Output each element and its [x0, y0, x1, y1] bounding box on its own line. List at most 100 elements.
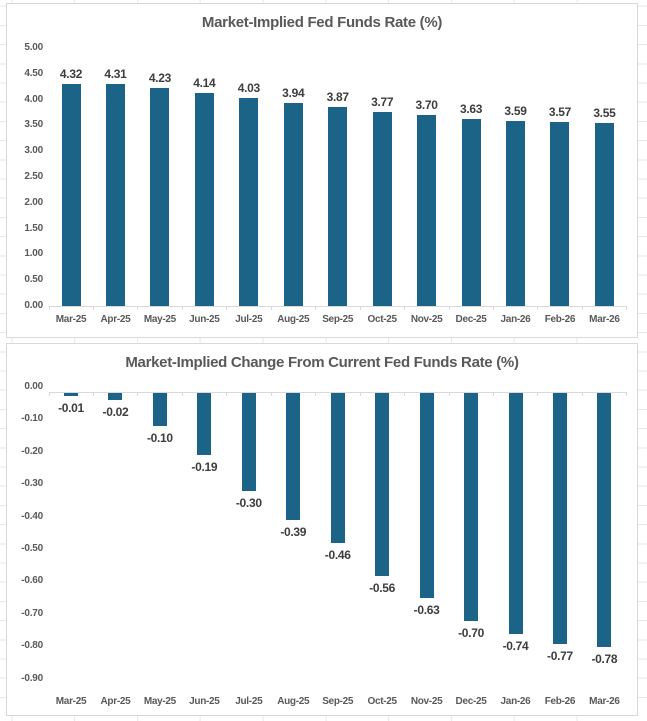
data-label: -0.70 [458, 626, 484, 641]
axis-tick-mark [270, 392, 272, 396]
fed-funds-rate-chart[interactable]: Market-Implied Fed Funds Rate (%) 5.00 4.… [6, 3, 638, 338]
data-label: -0.78 [591, 652, 618, 667]
category-axis-line [48, 392, 627, 393]
y-axis-tick-label: -0.50 [21, 543, 43, 554]
bar[interactable] [108, 393, 123, 400]
axis-tick-mark [270, 306, 272, 310]
data-label: -0.77 [547, 649, 573, 664]
axis-tick-mark [226, 306, 228, 310]
bar[interactable] [286, 393, 301, 521]
x-axis-label: Oct-25 [367, 696, 397, 707]
bar[interactable] [283, 103, 303, 306]
bar[interactable] [375, 393, 390, 576]
data-label: -0.39 [280, 525, 307, 540]
bar[interactable] [197, 393, 212, 455]
x-axis-label: Mar-25 [55, 696, 87, 707]
bar[interactable] [241, 393, 256, 491]
axis-tick-mark [226, 392, 228, 396]
x-axis-label: Mar-25 [55, 314, 87, 325]
bar[interactable] [597, 393, 612, 648]
bar[interactable] [105, 84, 125, 306]
x-axis-label: May-25 [143, 696, 176, 707]
data-label: -0.19 [191, 459, 218, 474]
data-label: 3.77 [371, 94, 394, 109]
bar[interactable] [330, 393, 345, 543]
y-axis-tick-label: -0.60 [21, 575, 43, 587]
data-label: 3.63 [459, 102, 483, 117]
data-label: 3.94 [282, 86, 305, 101]
axis-tick-mark [137, 392, 139, 396]
chart-title: Market-Implied Fed Funds Rate (%) [201, 14, 443, 31]
data-label: -0.02 [102, 404, 129, 419]
y-axis-tick-label: 0.00 [24, 300, 43, 311]
data-label: 3.70 [415, 98, 438, 113]
x-axis-label: Aug-25 [277, 696, 310, 707]
data-label: -0.30 [235, 495, 262, 510]
x-axis-label: Jul-25 [235, 314, 263, 325]
y-axis-tick-label: 2.50 [24, 171, 43, 182]
x-axis-label: Nov-25 [410, 314, 443, 325]
y-axis-tick-label: -0.70 [21, 607, 43, 619]
data-label: -0.46 [324, 547, 351, 562]
x-axis-label: Mar-26 [589, 696, 620, 707]
y-axis-tick-label: 4.50 [24, 67, 43, 79]
bar[interactable] [550, 122, 570, 306]
bar[interactable] [152, 393, 167, 426]
x-axis-label: Jun-25 [189, 696, 220, 707]
bar[interactable] [239, 98, 259, 306]
bar[interactable] [61, 83, 81, 306]
bar[interactable] [594, 123, 614, 306]
bar[interactable] [64, 393, 78, 397]
axis-tick-mark [448, 392, 450, 396]
x-axis-label: Mar-26 [589, 314, 620, 325]
fed-funds-change-chart[interactable]: Market-Implied Change From Current Fed F… [6, 343, 638, 716]
y-axis-tick-label: -0.10 [21, 413, 43, 425]
bar[interactable] [150, 88, 170, 306]
data-label: 3.87 [326, 89, 349, 104]
axis-tick-mark [48, 392, 50, 396]
axis-tick-mark [581, 392, 583, 396]
data-label: -0.56 [369, 580, 396, 595]
axis-tick-mark [404, 306, 406, 310]
x-axis-label: Oct-25 [367, 314, 397, 325]
bar[interactable] [194, 92, 214, 306]
axis-tick-mark [493, 306, 494, 310]
axis-tick-mark [359, 392, 361, 396]
data-label: 4.03 [237, 81, 260, 96]
bar[interactable] [417, 115, 437, 306]
axis-tick-mark [315, 392, 317, 396]
axis-tick-mark [626, 392, 628, 396]
y-axis-tick-label: 0.50 [24, 274, 43, 286]
bar[interactable] [372, 111, 392, 306]
x-axis-label: Dec-25 [455, 696, 487, 707]
bar[interactable] [508, 393, 523, 635]
axis-tick-mark [626, 306, 628, 310]
y-axis-tick-label: 3.50 [24, 119, 43, 131]
x-axis-label: Jul-25 [235, 696, 263, 707]
axis-tick-mark [537, 392, 539, 396]
axis-tick-mark [493, 392, 494, 396]
bar[interactable] [419, 393, 434, 599]
chart-title: Market-Implied Change From Current Fed F… [125, 354, 519, 371]
data-label: 4.31 [104, 67, 127, 82]
bar[interactable] [328, 106, 348, 306]
y-axis-tick-label: -0.90 [21, 672, 43, 684]
y-axis-tick-label: -0.80 [21, 640, 43, 652]
y-axis-tick-label: 5.00 [24, 42, 43, 53]
bar[interactable] [461, 119, 481, 306]
x-axis-label: Apr-25 [100, 314, 131, 325]
data-label: 3.59 [504, 104, 527, 119]
axis-tick-mark [92, 306, 94, 310]
x-axis-label: Jun-25 [189, 314, 220, 325]
bar[interactable] [552, 393, 567, 645]
y-axis-tick-label: 2.00 [24, 196, 43, 208]
data-label: 3.55 [593, 106, 616, 121]
y-axis-tick-label: 3.00 [24, 145, 43, 157]
bar[interactable] [506, 121, 525, 306]
x-axis-label: May-25 [143, 314, 176, 325]
x-axis-label: Apr-25 [100, 696, 131, 707]
bar[interactable] [464, 393, 479, 622]
data-label: -0.74 [502, 639, 529, 654]
axis-tick-mark [448, 306, 450, 310]
